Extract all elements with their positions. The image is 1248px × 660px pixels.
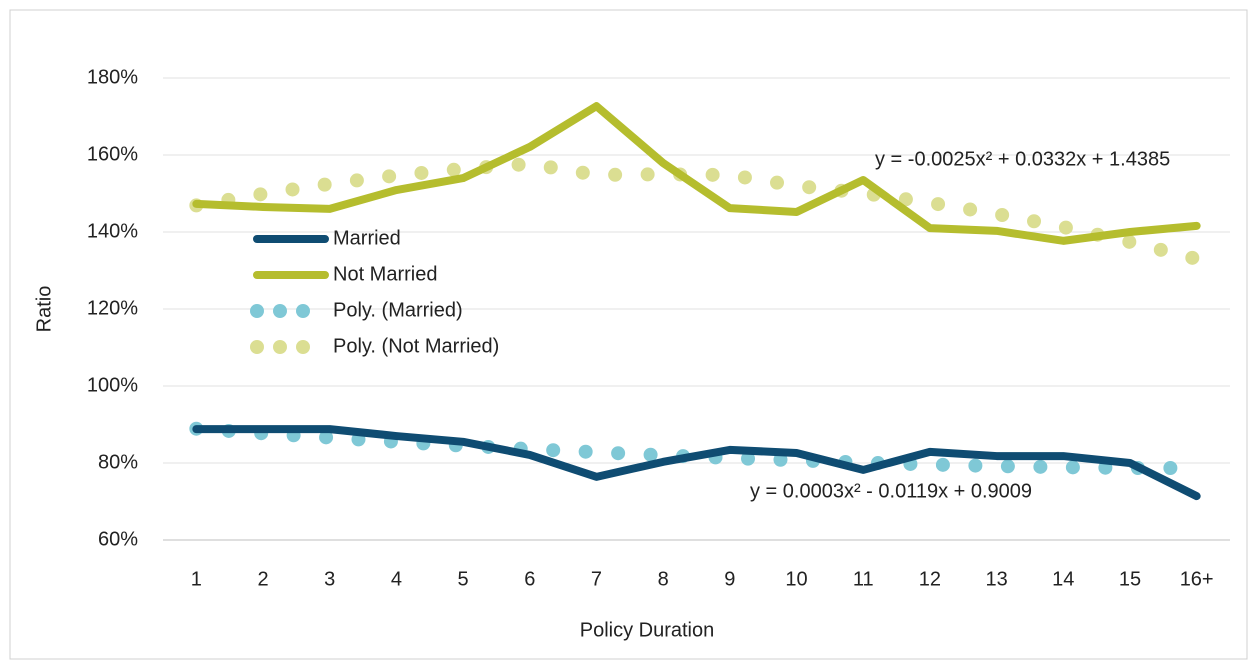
legend-label: Not Married	[333, 263, 437, 285]
x-tick-label: 10	[785, 568, 807, 590]
y-tick-label: 180%	[87, 66, 138, 88]
legend-swatch	[273, 340, 287, 354]
trend-line	[189, 156, 1204, 266]
x-tick-label: 16+	[1180, 568, 1214, 590]
y-axis-title: Ratio	[33, 286, 55, 333]
legend-label: Poly. (Not Married)	[333, 335, 499, 357]
legend-label: Married	[333, 227, 401, 249]
line	[192, 425, 1201, 501]
trend-line	[189, 421, 1204, 476]
x-tick-label: 8	[658, 568, 669, 590]
y-tick-label: 80%	[98, 451, 138, 473]
y-tick-label: 160%	[87, 143, 138, 165]
y-tick-label: 140%	[87, 220, 138, 242]
y-tick-label: 120%	[87, 297, 138, 319]
y-tick-label: 100%	[87, 374, 138, 396]
line	[192, 102, 1201, 245]
legend-swatch	[250, 340, 264, 354]
x-axis-title: Policy Duration	[580, 619, 715, 641]
x-tick-label: 6	[524, 568, 535, 590]
x-tick-label: 11	[853, 568, 874, 590]
annotation: y = -0.0025x² + 0.0332x + 1.4385	[875, 148, 1170, 170]
annotation: y = 0.0003x² - 0.0119x + 0.9009	[750, 480, 1032, 502]
chart-frame	[9, 9, 1248, 660]
x-tick-label: 4	[391, 568, 402, 590]
x-tick-label: 5	[458, 568, 469, 590]
x-tick-label: 2	[257, 568, 268, 590]
legend-swatch	[296, 340, 310, 354]
x-tick-label: 13	[985, 568, 1007, 590]
x-tick-label: 9	[724, 568, 735, 590]
x-tick-label: 7	[591, 568, 602, 590]
x-tick-label: 3	[324, 568, 335, 590]
x-tick-label: 12	[919, 568, 941, 590]
x-tick-label: 15	[1119, 568, 1141, 590]
legend-label: Poly. (Married)	[333, 299, 463, 321]
legend-swatch	[250, 304, 264, 318]
legend-swatch	[296, 304, 310, 318]
y-tick-label: 60%	[98, 528, 138, 550]
legend-swatch	[273, 304, 287, 318]
x-tick-label: 1	[191, 568, 202, 590]
x-tick-label: 14	[1052, 568, 1074, 590]
